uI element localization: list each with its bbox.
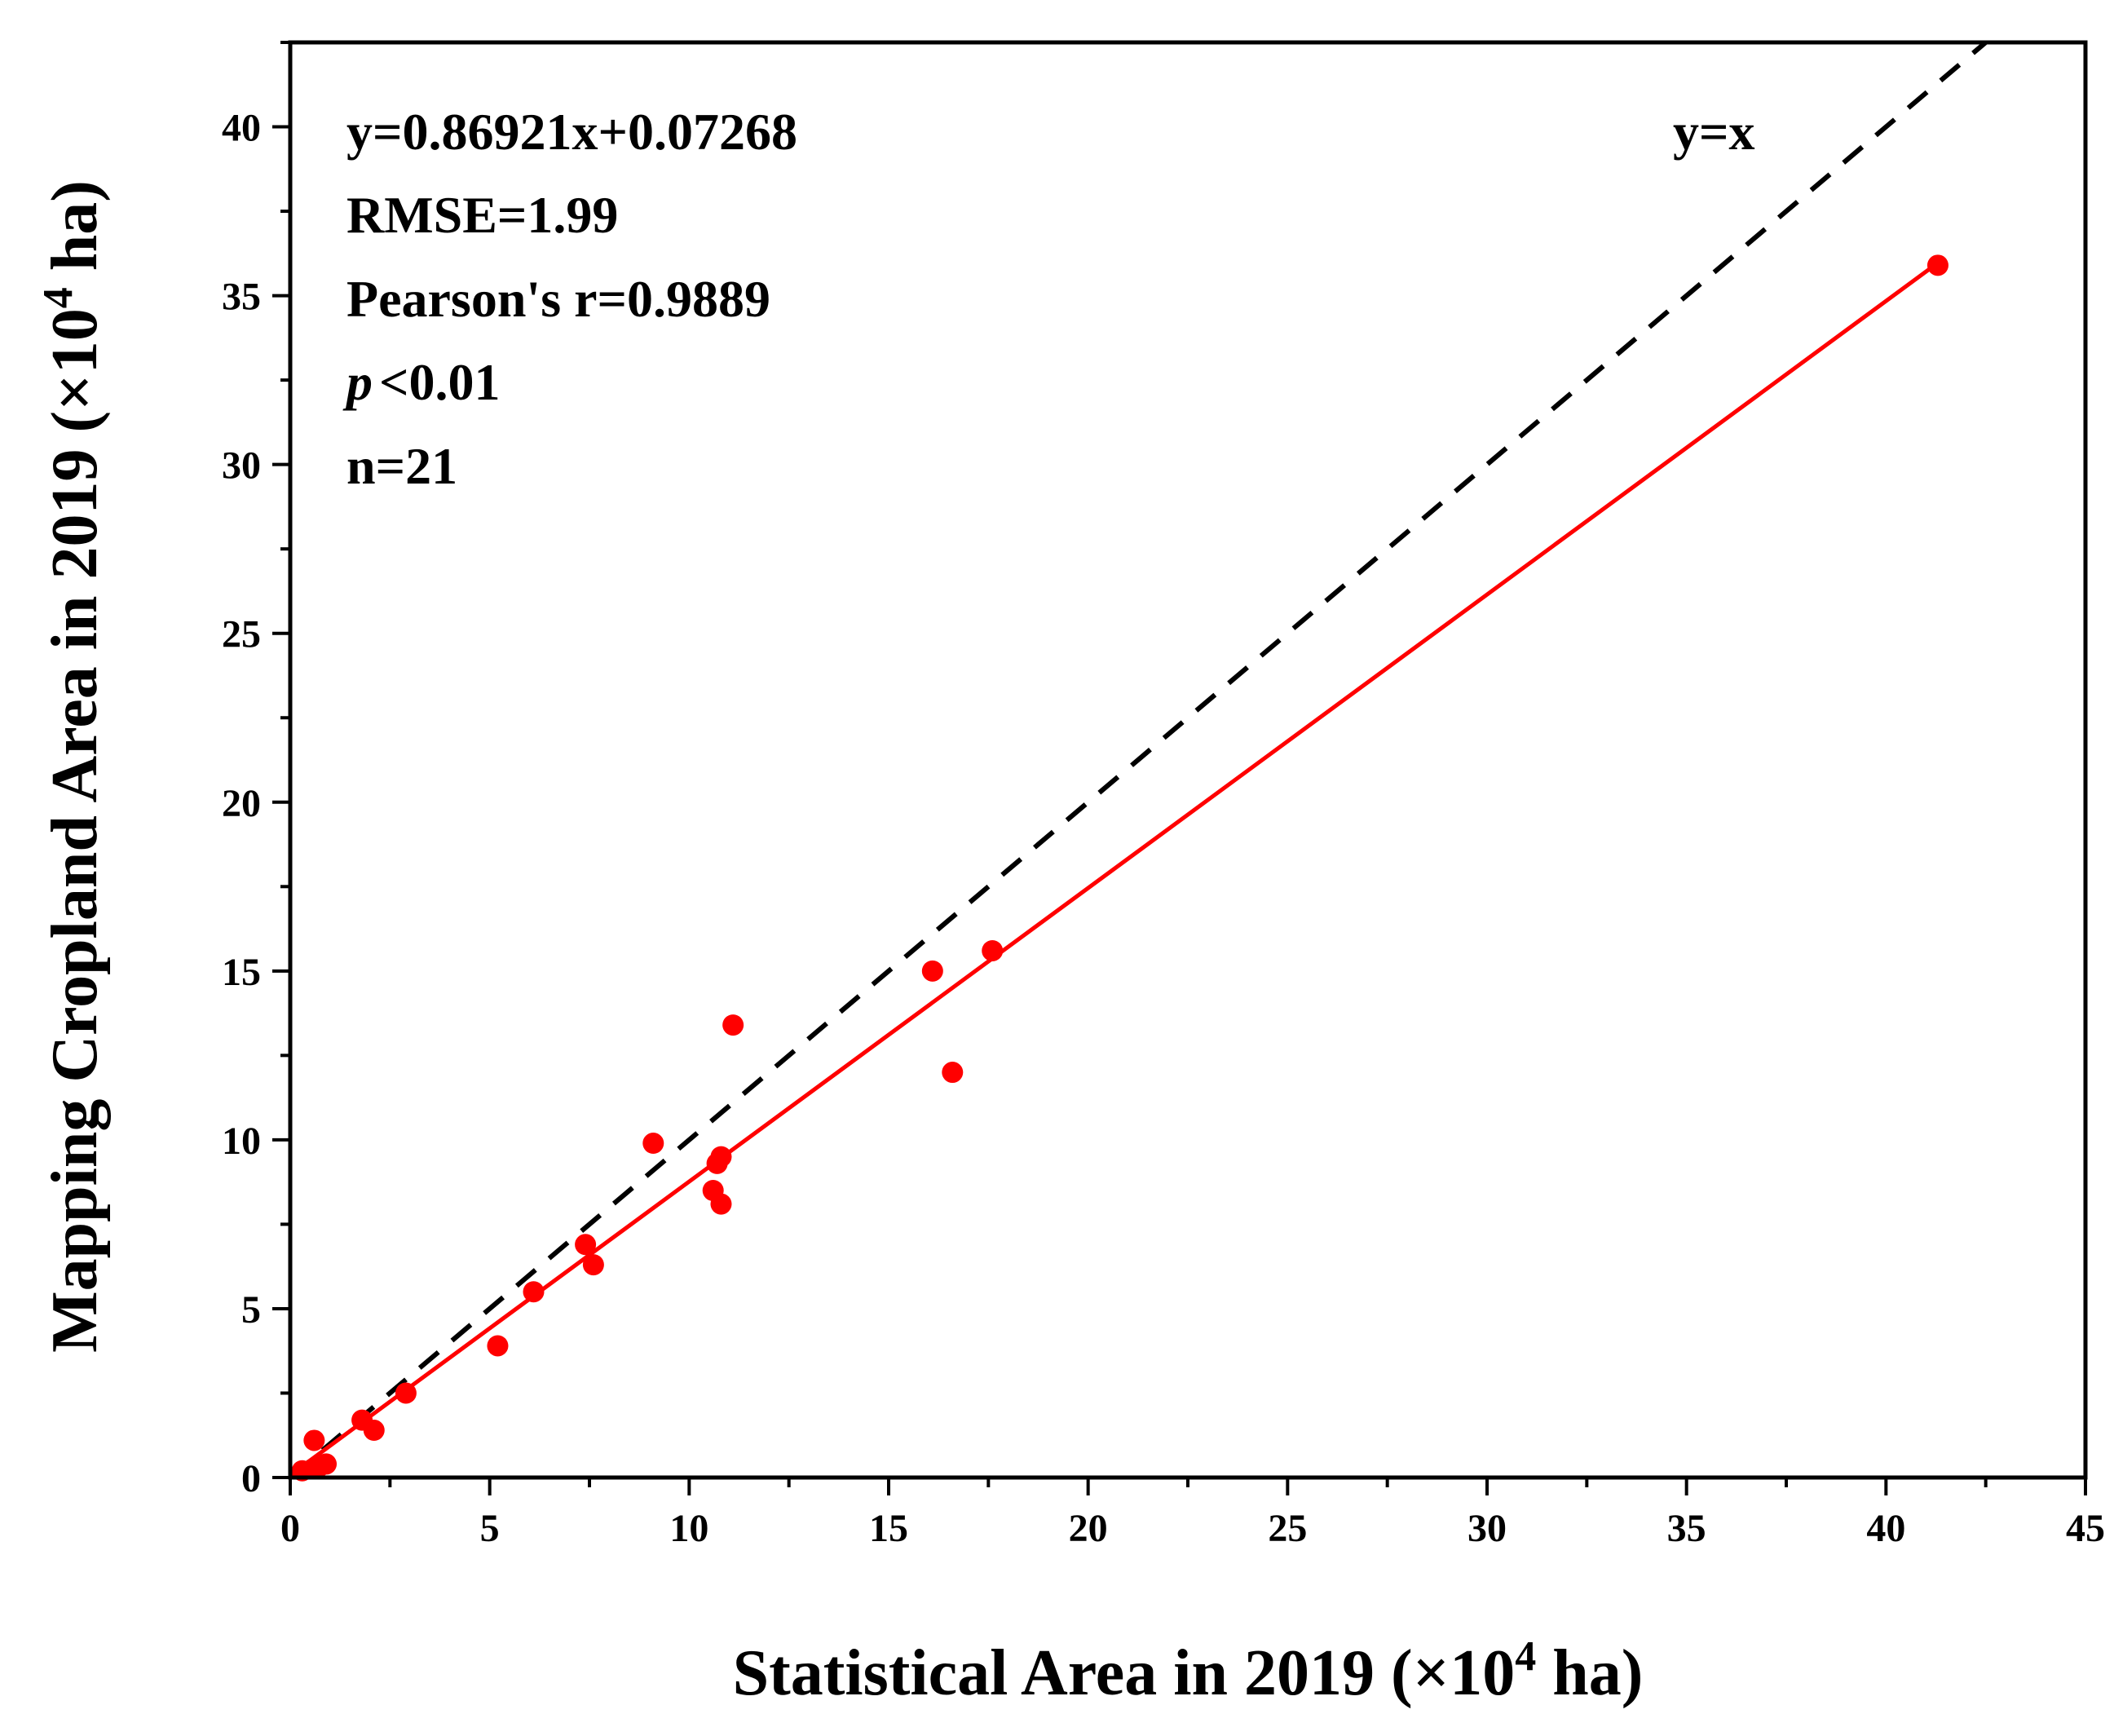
y-tick-label: 40 (222, 107, 261, 150)
identity-line-label: y=x (1673, 103, 1754, 161)
data-point (575, 1234, 597, 1256)
x-tick-label: 45 (2066, 1507, 2105, 1550)
data-points (291, 254, 1948, 1482)
data-point (582, 1254, 604, 1276)
data-point (1926, 254, 1948, 276)
data-point (307, 1456, 329, 1478)
pearson-label: Pearson's r=0.9889 (346, 270, 770, 328)
data-point (921, 960, 943, 982)
y-axis-title: Mapping Cropland Area in 2019 (×104 ha) (35, 180, 111, 1353)
data-point (710, 1146, 732, 1168)
y-tick-label: 20 (222, 782, 261, 825)
x-tick-label: 25 (1268, 1507, 1307, 1550)
x-tick-label: 30 (1467, 1507, 1507, 1550)
data-point (363, 1420, 385, 1442)
y-tick-label: 0 (241, 1457, 261, 1500)
x-tick-label: 0 (280, 1507, 300, 1550)
data-point (303, 1429, 325, 1451)
data-point (722, 1014, 744, 1036)
data-point (642, 1133, 664, 1155)
plot-frame (288, 40, 2088, 1480)
y-axis-ticks: 0 5 10 15 20 25 30 35 40 (222, 41, 290, 1500)
data-point (523, 1281, 545, 1303)
x-tick-label: 10 (669, 1507, 708, 1550)
data-point (942, 1062, 964, 1084)
y-tick-label: 35 (222, 276, 261, 319)
data-point (395, 1382, 417, 1404)
x-tick-label: 15 (869, 1507, 908, 1550)
y-tick-label: 10 (222, 1120, 261, 1163)
data-point (710, 1193, 732, 1215)
data-point (982, 939, 1004, 961)
rmse-label: RMSE=1.99 (346, 186, 618, 244)
y-tick-label: 25 (222, 613, 261, 656)
data-point (487, 1335, 509, 1357)
x-tick-label: 5 (480, 1507, 500, 1550)
x-tick-label: 40 (1866, 1507, 1905, 1550)
regression-fit-line (290, 261, 1940, 1478)
y-tick-label: 15 (222, 951, 261, 994)
y-tick-label: 30 (222, 444, 261, 488)
sample-size-label: n=21 (346, 437, 457, 495)
y-tick-label: 5 (241, 1288, 261, 1332)
x-axis-title: Statistical Area in 2019 (×104 ha) (733, 1633, 1644, 1709)
regression-equation: y=0.86921x+0.07268 (346, 103, 797, 161)
p-value-label: p <0.01 (342, 353, 500, 411)
x-axis-ticks: 0 5 10 15 20 25 30 35 40 45 (280, 1478, 2105, 1550)
x-tick-label: 20 (1069, 1507, 1108, 1550)
identity-line (290, 42, 1990, 1478)
x-tick-label: 35 (1667, 1507, 1706, 1550)
